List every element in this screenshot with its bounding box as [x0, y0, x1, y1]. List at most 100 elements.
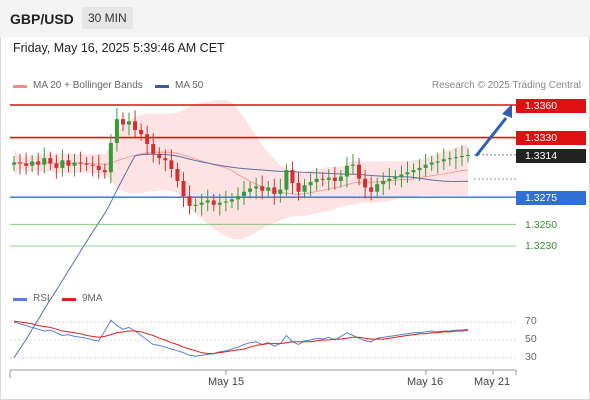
candle [284, 163, 289, 197]
candle [157, 147, 162, 165]
candle [30, 154, 35, 173]
candle [36, 152, 41, 176]
candle [332, 166, 337, 190]
candle-body [242, 191, 247, 197]
candle [78, 151, 83, 173]
candle [260, 175, 265, 200]
candle-body [278, 189, 283, 194]
candle [459, 145, 464, 166]
candle [90, 155, 95, 177]
rsi-axis-50: 50 [525, 333, 537, 345]
candle [369, 176, 374, 201]
candle-body [466, 154, 470, 156]
candle [290, 161, 295, 194]
candle [229, 192, 234, 209]
candle-body [363, 178, 368, 188]
candle-body [447, 158, 452, 160]
ma20-swatch [13, 85, 27, 88]
candle-body [205, 200, 210, 203]
timestamp: Friday, May 16, 2025 5:39:46 AM CET [13, 41, 225, 55]
candle-body [320, 178, 325, 180]
rsi-ma-swatch [62, 298, 76, 301]
candle-body [381, 180, 386, 185]
candle [42, 147, 47, 174]
candle [423, 153, 428, 177]
candle-body [266, 187, 271, 191]
candle-body [290, 170, 295, 184]
candle [18, 153, 23, 175]
candle [145, 125, 150, 155]
candle [302, 178, 307, 199]
candle-body [120, 119, 125, 125]
candle [235, 187, 240, 211]
candle-body [344, 165, 349, 177]
candle-body [369, 187, 374, 192]
legend-ma50: MA 50 [175, 80, 204, 91]
candle-body [163, 158, 168, 161]
candle-body [199, 202, 204, 205]
rsi-line [13, 319, 469, 357]
candle [211, 193, 216, 212]
candle [205, 189, 210, 212]
candle-body [429, 162, 434, 165]
candle-body [411, 170, 416, 173]
candle-body [36, 161, 41, 165]
candle-body [284, 170, 289, 190]
instrument-label: GBP/USD [10, 11, 74, 27]
candle-body [453, 157, 458, 159]
x-label-may15: May 15 [208, 376, 245, 388]
ma50-line [13, 153, 469, 358]
level-r1-box: 1.3330 [516, 131, 586, 145]
candle-body [235, 196, 240, 200]
candle-body [399, 174, 404, 177]
legend-rsi: RSI [33, 293, 50, 304]
candle-body [332, 177, 337, 181]
candle [217, 193, 222, 216]
candle-body [84, 163, 89, 165]
candle-body [260, 186, 265, 191]
candle [12, 155, 16, 172]
candle-body [417, 167, 422, 171]
legend-ma20: MA 20 + Bollinger Bands [33, 80, 143, 91]
rsi-axis-30: 30 [525, 351, 537, 363]
candle-body [12, 162, 16, 165]
candle [344, 157, 349, 188]
candle [84, 157, 89, 172]
candle-body [350, 164, 355, 166]
candle-body [393, 176, 398, 179]
level-last-box: 1.3314 [516, 149, 586, 163]
candle-body [296, 183, 301, 192]
candle-body [157, 153, 162, 159]
rsi-axis-70: 70 [525, 315, 537, 327]
candle [120, 112, 125, 132]
x-label-may21: May 21 [474, 376, 511, 388]
candle [466, 148, 470, 163]
candle-body [72, 162, 77, 166]
candle [350, 153, 355, 175]
candle-body [145, 134, 150, 145]
candle-body [66, 160, 71, 166]
candle [114, 108, 119, 152]
timeframe-button[interactable]: 30 MIN [82, 7, 133, 29]
candle [199, 193, 204, 216]
forecast-arrow-head [502, 104, 512, 118]
rsi-swatch [13, 298, 27, 301]
candle [60, 149, 65, 177]
candle-body [302, 185, 307, 192]
candle [435, 152, 440, 174]
candle-body [229, 199, 234, 202]
candle-body [18, 162, 23, 164]
candle-body [405, 172, 410, 175]
candle [393, 170, 398, 186]
candle [272, 178, 277, 205]
candle-body [60, 160, 65, 168]
candle-body [441, 159, 446, 162]
level-s1-box: 1.3275 [516, 191, 586, 205]
candle-body [314, 178, 319, 183]
candle [248, 182, 253, 199]
candle-body [435, 161, 440, 163]
candle [127, 112, 132, 136]
candle [447, 151, 452, 166]
candle-body [211, 200, 216, 205]
candle-body [96, 165, 101, 171]
